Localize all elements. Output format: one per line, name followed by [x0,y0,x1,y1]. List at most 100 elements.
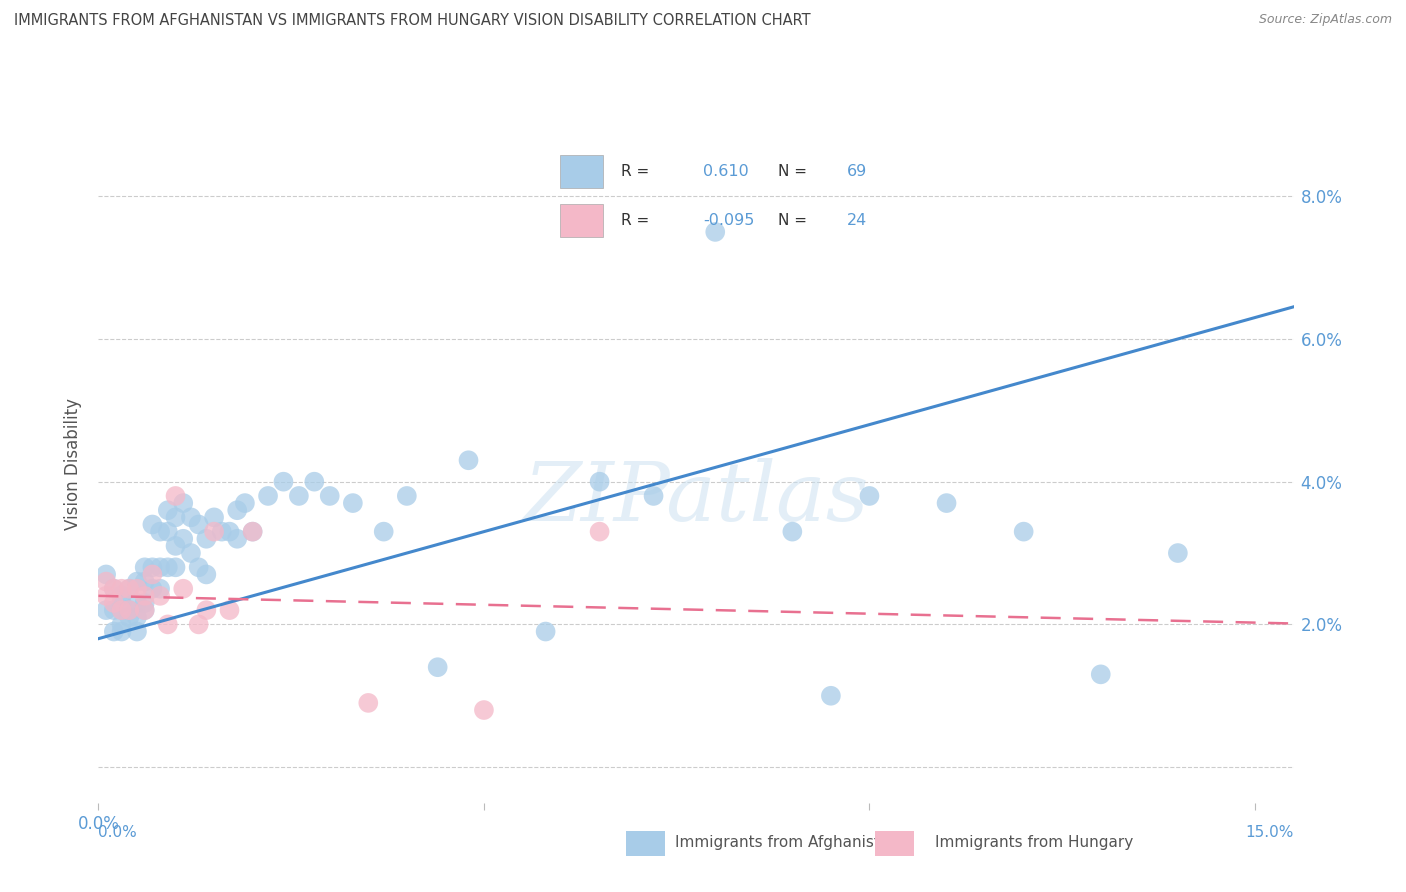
Point [94,574,117,589]
Point [141,560,163,574]
Point [211,524,233,539]
Point [149,560,172,574]
Point [782,524,804,539]
Point [134,574,156,589]
Text: Immigrants from Hungary: Immigrants from Hungary [935,836,1133,850]
Point [125,624,148,639]
Point [257,489,280,503]
Point [588,524,610,539]
Text: Source: ZipAtlas.com: Source: ZipAtlas.com [1258,13,1392,27]
Point [395,489,418,503]
Point [373,524,395,539]
Point [226,503,249,517]
Point [233,496,256,510]
Point [1012,524,1035,539]
Point [118,582,141,596]
Y-axis label: Vision Disability: Vision Disability [65,398,83,530]
Point [242,524,264,539]
Point [187,617,209,632]
Point [357,696,380,710]
Text: 15.0%: 15.0% [1246,825,1294,840]
Point [288,489,311,503]
Point [156,503,179,517]
Point [149,524,172,539]
Point [149,582,172,596]
Text: ZIPatlas: ZIPatlas [523,458,869,538]
Point [218,603,240,617]
Point [180,546,202,560]
Point [149,589,172,603]
Point [141,582,163,596]
Point [643,489,665,503]
Point [1167,546,1189,560]
Point [588,475,610,489]
Point [935,496,957,510]
Point [534,624,557,639]
Point [187,560,209,574]
Point [118,603,141,617]
Point [134,603,156,617]
Point [172,582,194,596]
Point [110,603,132,617]
Point [165,489,187,503]
Point [242,524,264,539]
Point [165,510,187,524]
Point [141,517,163,532]
Point [118,603,141,617]
Point [273,475,295,489]
Point [103,582,125,596]
Point [156,524,179,539]
Point [125,596,148,610]
Point [134,560,156,574]
Point [125,610,148,624]
Point [195,532,218,546]
Point [426,660,449,674]
Point [202,524,225,539]
Point [704,225,727,239]
Point [110,589,132,603]
Text: IMMIGRANTS FROM AFGHANISTAN VS IMMIGRANTS FROM HUNGARY VISION DISABILITY CORRELA: IMMIGRANTS FROM AFGHANISTAN VS IMMIGRANT… [14,13,811,29]
Point [342,496,364,510]
Point [134,603,156,617]
Point [103,582,125,596]
Point [110,617,132,632]
Point [103,603,125,617]
Point [134,589,156,603]
Point [125,582,148,596]
Point [110,624,132,639]
Point [94,567,117,582]
Point [820,689,842,703]
Point [110,582,132,596]
Point [118,582,141,596]
Point [103,624,125,639]
Point [134,596,156,610]
Point [226,532,249,546]
Text: Immigrants from Afghanistan: Immigrants from Afghanistan [675,836,898,850]
Point [195,567,218,582]
Point [1090,667,1112,681]
Point [165,560,187,574]
Point [110,603,132,617]
Point [202,510,225,524]
Point [195,603,218,617]
Point [94,603,117,617]
Point [858,489,880,503]
Point [180,510,202,524]
Text: 0.0%: 0.0% [98,825,138,840]
Point [125,574,148,589]
Point [141,567,163,582]
Point [319,489,342,503]
Point [457,453,479,467]
Point [165,539,187,553]
Point [110,596,132,610]
Point [187,517,209,532]
Point [94,589,117,603]
Point [172,532,194,546]
Point [156,617,179,632]
Point [304,475,326,489]
Point [118,610,141,624]
Point [103,596,125,610]
Point [156,560,179,574]
Point [472,703,495,717]
Point [218,524,240,539]
